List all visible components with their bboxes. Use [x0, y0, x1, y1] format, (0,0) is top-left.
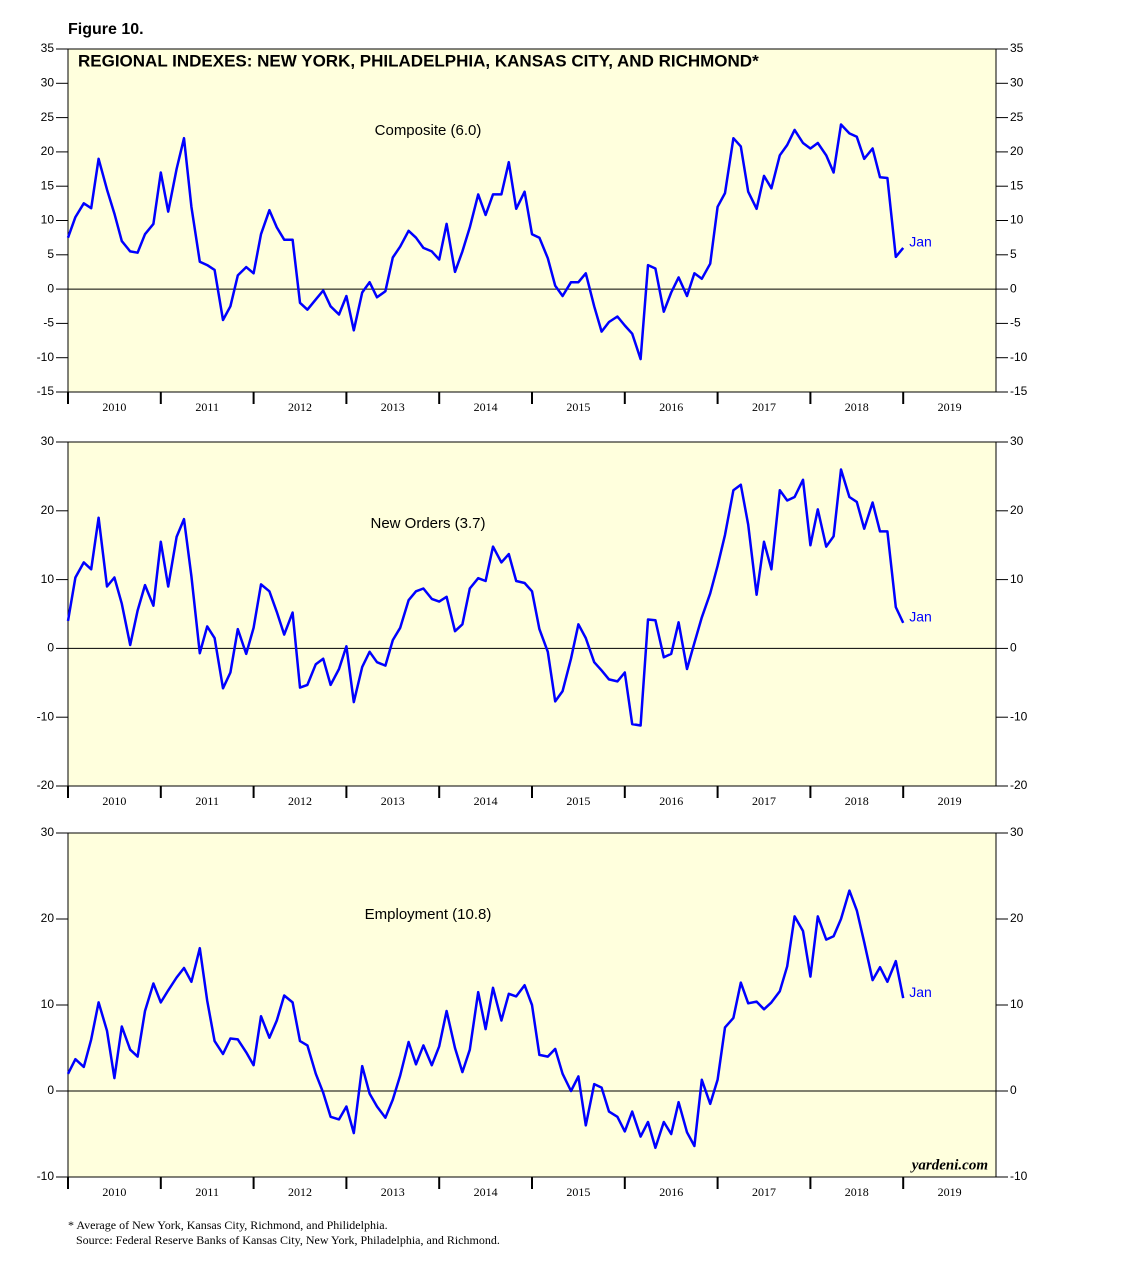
y2-tick-label: 10: [1010, 213, 1024, 227]
figure-label: Figure 10.: [68, 21, 144, 38]
x-tick-label: 2017: [752, 400, 776, 414]
x-tick-label: 2012: [288, 794, 312, 808]
x-tick-label: 2014: [474, 794, 498, 808]
end-label: Jan: [909, 609, 932, 625]
y2-tick-label: -10: [1010, 1169, 1028, 1183]
y-tick-label: 25: [41, 110, 55, 124]
x-tick-label: 2018: [845, 1185, 869, 1199]
x-tick-label: 2015: [566, 1185, 590, 1199]
x-tick-label: 2013: [381, 1185, 405, 1199]
y2-tick-label: 35: [1010, 41, 1024, 55]
y2-tick-label: 10: [1010, 572, 1024, 586]
x-tick-label: 2014: [474, 400, 498, 414]
x-tick-label: 2010: [102, 794, 126, 808]
x-tick-label: 2012: [288, 400, 312, 414]
y-tick-label: 30: [41, 825, 55, 839]
x-tick-label: 2016: [659, 400, 683, 414]
y-tick-label: 5: [47, 247, 54, 261]
x-tick-label: 2018: [845, 400, 869, 414]
source: Source: Federal Reserve Banks of Kansas …: [76, 1233, 500, 1247]
y2-tick-label: -5: [1010, 316, 1021, 330]
x-tick-label: 2018: [845, 794, 869, 808]
plot-area: [67, 48, 997, 393]
y-tick-label: 20: [41, 503, 55, 517]
y-tick-label: 0: [47, 641, 54, 655]
x-tick-label: 2017: [752, 794, 776, 808]
x-tick-label: 2015: [566, 400, 590, 414]
y-tick-label: -10: [37, 709, 55, 723]
y2-tick-label: 30: [1010, 825, 1024, 839]
y2-tick-label: 20: [1010, 144, 1024, 158]
y-tick-label: 10: [41, 997, 55, 1011]
x-tick-label: 2010: [102, 1185, 126, 1199]
y-tick-label: -10: [37, 1169, 55, 1183]
x-tick-label: 2010: [102, 400, 126, 414]
y2-tick-label: -10: [1010, 709, 1028, 723]
y2-tick-label: 10: [1010, 997, 1024, 1011]
x-tick-label: 2014: [474, 1185, 498, 1199]
y2-tick-label: 0: [1010, 1083, 1017, 1097]
end-label: Jan: [909, 234, 932, 250]
y-tick-label: 20: [41, 144, 55, 158]
x-tick-label: 2019: [938, 794, 962, 808]
y2-tick-label: 5: [1010, 247, 1017, 261]
y-tick-label: 0: [47, 281, 54, 295]
end-label: Jan: [909, 984, 932, 1000]
y2-tick-label: 30: [1010, 434, 1024, 448]
series-label: New Orders (3.7): [370, 515, 485, 532]
y2-tick-label: 20: [1010, 911, 1024, 925]
series-label: Employment (10.8): [365, 906, 492, 923]
x-tick-label: 2011: [195, 794, 219, 808]
y-tick-label: -15: [37, 384, 55, 398]
chart-title: REGIONAL INDEXES: NEW YORK, PHILADELPHIA…: [78, 51, 759, 70]
x-tick-label: 2013: [381, 400, 405, 414]
y2-tick-label: 15: [1010, 178, 1024, 192]
x-tick-label: 2016: [659, 794, 683, 808]
y-tick-label: 15: [41, 178, 55, 192]
y-tick-label: 35: [41, 41, 55, 55]
x-tick-label: 2015: [566, 794, 590, 808]
y-tick-label: -20: [37, 778, 55, 792]
y2-tick-label: 30: [1010, 75, 1024, 89]
x-tick-label: 2017: [752, 1185, 776, 1199]
y-tick-label: 10: [41, 213, 55, 227]
footnote: * Average of New York, Kansas City, Rich…: [68, 1218, 388, 1232]
x-tick-label: 2016: [659, 1185, 683, 1199]
x-tick-label: 2011: [195, 400, 219, 414]
y-tick-label: -10: [37, 350, 55, 364]
y-tick-label: 30: [41, 75, 55, 89]
y2-tick-label: -10: [1010, 350, 1028, 364]
y2-tick-label: 0: [1010, 641, 1017, 655]
y-tick-label: 20: [41, 911, 55, 925]
series-label: Composite (6.0): [375, 122, 482, 139]
y2-tick-label: 20: [1010, 503, 1024, 517]
y-tick-label: 10: [41, 572, 55, 586]
y-tick-label: 0: [47, 1083, 54, 1097]
plot-area: [67, 441, 997, 787]
x-tick-label: 2019: [938, 400, 962, 414]
x-tick-label: 2019: [938, 1185, 962, 1199]
x-tick-label: 2011: [195, 1185, 219, 1199]
series-line: [66, 123, 905, 361]
series-line: [66, 889, 905, 1150]
x-tick-label: 2012: [288, 1185, 312, 1199]
watermark: yardeni.com: [910, 1157, 988, 1173]
y-tick-label: 30: [41, 434, 55, 448]
y2-tick-label: 25: [1010, 110, 1024, 124]
x-tick-label: 2013: [381, 794, 405, 808]
y2-tick-label: -15: [1010, 384, 1028, 398]
y2-tick-label: 0: [1010, 281, 1017, 295]
y2-tick-label: -20: [1010, 778, 1028, 792]
series-line: [66, 468, 905, 727]
y-tick-label: -5: [43, 316, 54, 330]
